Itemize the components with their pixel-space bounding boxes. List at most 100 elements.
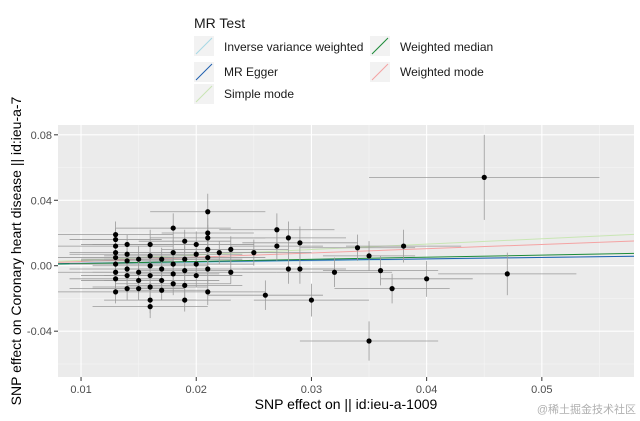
data-point	[228, 246, 234, 252]
legend-key-simple-mode	[195, 85, 213, 103]
data-point	[366, 338, 372, 344]
legend-key-egger	[195, 63, 213, 81]
data-point	[159, 256, 165, 262]
data-point	[147, 263, 153, 269]
data-point	[113, 236, 119, 243]
y-tick-label: -0.04	[27, 326, 52, 338]
y-axis-title: SNP effect on Coronary heart disease || …	[8, 96, 24, 405]
data-point	[136, 277, 142, 284]
legend: MR Test Inverse variance weighted MR Egg…	[194, 15, 493, 104]
data-points	[113, 174, 510, 344]
data-point	[504, 271, 510, 277]
data-point	[113, 232, 119, 238]
data-point	[124, 251, 130, 257]
legend-label-weighted-median: Weighted median	[400, 40, 493, 54]
data-point	[205, 246, 211, 252]
data-point	[136, 269, 142, 275]
data-point	[274, 243, 280, 249]
data-point	[366, 253, 372, 259]
legend-entry-egger: MR Egger	[194, 62, 278, 82]
data-point	[182, 256, 188, 262]
regression-line-weighted-median	[57, 252, 635, 265]
legend-key-weighted-median	[371, 37, 389, 55]
legend-key-ivw	[195, 37, 213, 55]
data-point	[124, 272, 130, 279]
data-point	[136, 256, 142, 262]
legend-entry-simple-mode: Simple mode	[194, 84, 294, 104]
x-tick-label: 0.01	[70, 384, 91, 396]
legend-label-egger: MR Egger	[224, 65, 278, 79]
data-point	[193, 261, 199, 267]
data-point	[182, 297, 188, 303]
data-point	[308, 297, 315, 303]
data-point	[205, 209, 211, 215]
data-point	[159, 287, 165, 293]
legend-label-simple-mode: Simple mode	[224, 87, 294, 101]
data-point	[113, 250, 119, 256]
x-tick-label: 0.05	[531, 384, 552, 396]
legend-key-weighted-mode	[371, 63, 389, 81]
data-point	[297, 266, 303, 272]
data-point	[147, 284, 153, 290]
data-point	[481, 174, 487, 180]
data-point	[113, 269, 119, 275]
regression-line-weighted-mode	[57, 240, 635, 263]
watermark-text: @稀土掘金技术社区	[537, 402, 636, 416]
data-point	[170, 271, 176, 277]
data-point	[354, 245, 361, 251]
data-point	[170, 250, 176, 256]
data-point	[113, 289, 119, 295]
data-point	[205, 266, 211, 272]
data-point	[262, 292, 268, 298]
data-point	[170, 281, 176, 287]
x-tick-label: 0.04	[416, 384, 437, 396]
data-point	[205, 254, 211, 261]
y-tick-label: 0.00	[31, 261, 52, 273]
data-point	[147, 304, 153, 310]
data-point	[136, 286, 142, 292]
data-point	[228, 269, 234, 275]
legend-entry-weighted-median: Weighted median	[370, 36, 493, 56]
data-point	[205, 230, 211, 236]
data-point	[205, 289, 211, 295]
x-tick-label: 0.02	[186, 384, 207, 396]
data-point	[147, 241, 153, 248]
data-point	[193, 241, 199, 248]
data-point	[182, 282, 188, 288]
y-axis-ticks: -0.04 0.00 0.04 0.08	[27, 130, 58, 338]
x-axis-ticks: 0.01 0.02 0.03 0.04 0.05	[70, 377, 553, 396]
data-point	[170, 261, 176, 267]
legend-entry-ivw: Inverse variance weighted	[194, 36, 363, 56]
legend-label-weighted-mode: Weighted mode	[400, 65, 484, 79]
data-point	[285, 235, 291, 241]
legend-label-ivw: Inverse variance weighted	[224, 40, 363, 54]
data-point	[159, 266, 165, 272]
data-point	[182, 268, 188, 274]
x-axis-title: SNP effect on || id:ieu-a-1009	[255, 396, 438, 412]
data-point	[274, 227, 280, 233]
regression-lines	[57, 233, 635, 265]
data-point	[147, 297, 153, 303]
data-point	[124, 266, 130, 272]
data-point	[331, 269, 338, 275]
data-point	[424, 276, 430, 282]
data-point	[124, 258, 130, 264]
data-point	[124, 286, 130, 292]
data-point	[124, 241, 130, 248]
plot-panel	[58, 125, 634, 377]
data-point	[377, 268, 384, 274]
data-point	[113, 261, 119, 267]
legend-entry-weighted-mode: Weighted mode	[370, 62, 484, 82]
data-point	[113, 254, 119, 261]
data-point	[193, 272, 199, 279]
y-tick-label: 0.08	[31, 130, 52, 142]
data-point	[205, 235, 211, 241]
data-point	[285, 266, 291, 272]
data-point	[147, 253, 153, 259]
x-tick-label: 0.03	[301, 384, 322, 396]
data-point	[182, 238, 188, 244]
data-point	[401, 243, 407, 249]
data-point	[113, 276, 119, 282]
data-point	[297, 240, 303, 246]
